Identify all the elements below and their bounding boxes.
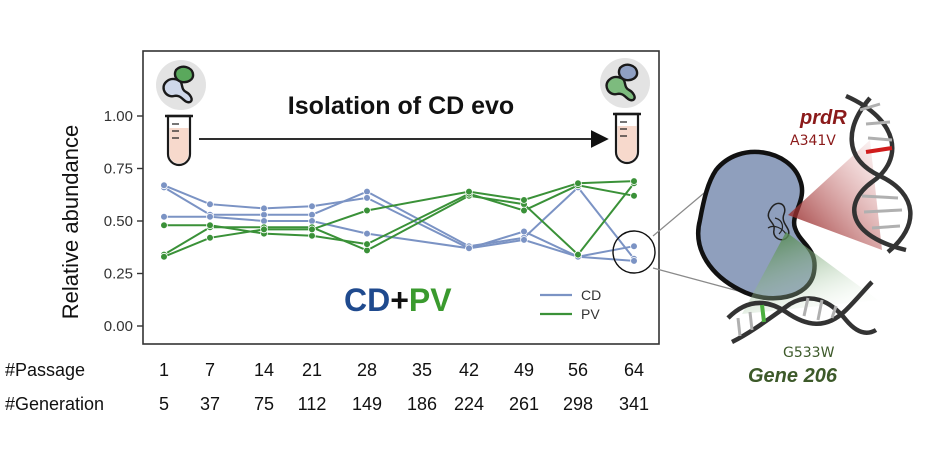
- generation-row-label: #Generation: [5, 394, 104, 414]
- passage-value: 64: [624, 360, 644, 380]
- gene206-beam: [742, 232, 878, 314]
- combo-plus: +: [390, 282, 409, 318]
- zoom-line-lower: [652, 267, 743, 293]
- generation-value: 5: [159, 394, 169, 414]
- data-point-cd: [520, 227, 528, 236]
- data-point-pv: [206, 221, 214, 230]
- data-point-cd: [308, 210, 316, 219]
- tube-right-icon: [600, 58, 650, 165]
- data-point-pv: [574, 250, 582, 259]
- legend-pv-label: PV: [581, 306, 600, 322]
- generation-value: 75: [254, 394, 274, 414]
- series-group: [160, 177, 638, 265]
- data-point-pv: [574, 179, 582, 188]
- data-point-pv: [630, 177, 638, 185]
- y-tick-label: 1.00: [104, 108, 133, 125]
- data-point-cd: [160, 181, 168, 190]
- gene206-mutation-label: G533W: [783, 345, 835, 361]
- generation-value: 224: [454, 394, 484, 414]
- data-point-cd: [260, 204, 268, 213]
- data-point-pv: [520, 206, 528, 215]
- prdr-mutation-mark: [865, 146, 893, 154]
- data-point-pv: [308, 225, 316, 234]
- combo-pv: PV: [409, 282, 452, 318]
- data-point-cd: [260, 217, 268, 225]
- passage-value: 21: [302, 360, 322, 380]
- data-point-cd: [308, 202, 316, 211]
- data-point-cd: [520, 236, 528, 244]
- generation-value: 341: [619, 394, 649, 414]
- y-tick-label: 0.75: [104, 161, 133, 178]
- y-tick-label: 0.25: [104, 266, 133, 283]
- dna-helix-lower-icon: [726, 280, 878, 345]
- passage-value: 42: [459, 360, 479, 380]
- passage-value: 35: [412, 360, 432, 380]
- data-point-pv: [363, 246, 371, 255]
- data-point-pv: [630, 192, 638, 200]
- data-point-cd: [308, 217, 316, 225]
- data-point-cd: [363, 229, 371, 238]
- y-tick-label: 0.00: [104, 318, 133, 335]
- prdr-gene-label: prdR: [799, 107, 847, 129]
- plot-frame: [142, 50, 660, 345]
- data-point-pv: [206, 234, 214, 242]
- data-point-cd: [630, 242, 638, 251]
- highlight-circle: [612, 230, 656, 274]
- gene206-gene-label: Gene 206: [748, 365, 838, 387]
- y-axis-label: Relative abundance: [58, 125, 83, 319]
- passage-value: 1: [159, 360, 169, 380]
- data-point-cd: [363, 187, 371, 196]
- tube-left-icon: [156, 60, 206, 167]
- passage-value: 14: [254, 360, 274, 380]
- passage-value: 7: [205, 360, 215, 380]
- generation-value: 298: [563, 394, 593, 414]
- generation-value: 112: [298, 394, 327, 414]
- data-point-pv: [160, 252, 168, 261]
- data-point-cd: [206, 213, 214, 221]
- isolation-label: Isolation of CD evo: [288, 92, 514, 120]
- data-point-pv: [363, 206, 371, 215]
- data-point-pv: [308, 231, 316, 240]
- data-point-cd: [465, 244, 473, 253]
- data-point-pv: [363, 240, 371, 248]
- generation-row: 5 37 75 112 149 186 224 261 298 341: [159, 394, 649, 414]
- generation-value: 261: [509, 394, 539, 414]
- combo-cd: CD: [344, 282, 390, 318]
- data-point-cd: [363, 194, 371, 202]
- data-point-cd: [160, 213, 168, 221]
- legend: CD PV: [540, 287, 601, 322]
- prdr-mutation-label: A341V: [790, 133, 836, 149]
- generation-value: 37: [200, 394, 220, 414]
- data-point-pv: [520, 196, 528, 204]
- data-point-cd: [630, 257, 638, 265]
- data-point-cd: [206, 200, 214, 209]
- dna-helix-upper-icon: [845, 93, 913, 254]
- y-axis-ticks: 0.00 0.25 0.50 0.75 1.00: [104, 108, 143, 335]
- gene206-mutation-mark: [760, 304, 766, 323]
- data-point-pv: [465, 187, 473, 196]
- passage-row-label: #Passage: [5, 360, 85, 380]
- data-point-pv: [160, 221, 168, 230]
- legend-cd-label: CD: [581, 287, 601, 303]
- data-point-pv: [260, 225, 268, 234]
- passage-value: 56: [568, 360, 588, 380]
- passage-value: 28: [357, 360, 377, 380]
- y-tick-label: 0.50: [104, 213, 133, 230]
- generation-value: 186: [407, 394, 437, 414]
- data-point-cd: [260, 210, 268, 219]
- combo-label: CD+PV: [344, 282, 452, 318]
- generation-value: 149: [352, 394, 382, 414]
- passage-row: 1 7 14 21 28 35 42 49 56 64: [159, 360, 644, 380]
- passage-value: 49: [514, 360, 534, 380]
